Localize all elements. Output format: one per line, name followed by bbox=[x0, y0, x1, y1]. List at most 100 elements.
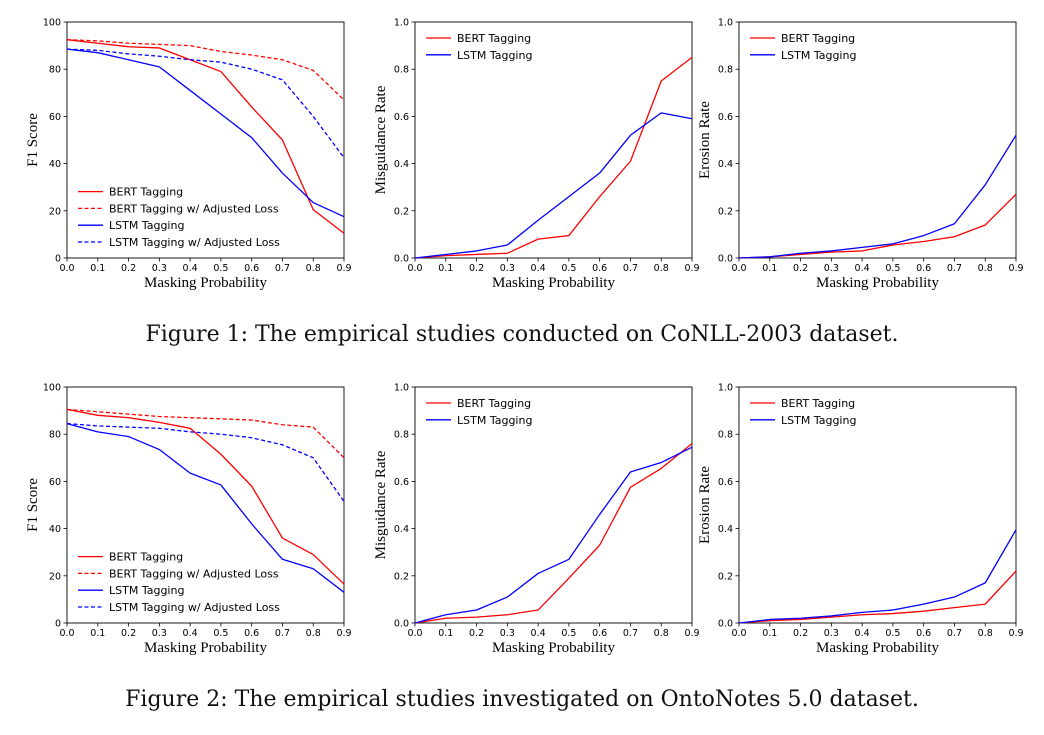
x-tick-label: 0.5 bbox=[561, 263, 576, 274]
y-tick-label: 0.8 bbox=[394, 430, 409, 441]
x-tick-label: 0.2 bbox=[793, 628, 808, 639]
y-tick-label: 0.0 bbox=[718, 254, 733, 265]
x-tick-label: 0.7 bbox=[623, 263, 638, 274]
x-tick-label: 0.6 bbox=[592, 628, 607, 639]
legend-label-bert-tagging: BERT Tagging bbox=[781, 32, 855, 45]
series-line-lstm-tagging bbox=[414, 446, 693, 624]
x-tick-label: 0.6 bbox=[592, 263, 607, 274]
y-tick-label: 80 bbox=[49, 65, 61, 76]
x-tick-label: 0.1 bbox=[90, 263, 105, 274]
y-axis-label: F1 Score bbox=[25, 478, 41, 532]
y-tick-label: 1.0 bbox=[718, 383, 733, 394]
x-tick-label: 0.9 bbox=[684, 263, 699, 274]
y-tick-label: 0.4 bbox=[718, 159, 733, 170]
x-tick-label: 0.8 bbox=[306, 263, 321, 274]
y-tick-label: 0.6 bbox=[394, 477, 409, 488]
y-axis-label: Misguidance Rate bbox=[373, 85, 389, 194]
y-axis-label: Erosion Rate bbox=[697, 101, 713, 179]
x-axis-label: Masking Probability bbox=[144, 275, 267, 291]
y-tick-label: 20 bbox=[49, 571, 61, 582]
chart-erosion-rate-conll: 0.0 0.1 0.2 0.3 0.4 0.5 0.6 0.7 0.8 0.9 0.0 0.2 0.4 0… bbox=[672, 0, 1032, 300]
legend-label-bert-tagging: BERT Tagging bbox=[781, 397, 855, 410]
y-tick-label: 1.0 bbox=[394, 18, 409, 29]
plot-frame bbox=[738, 386, 1017, 624]
figure-caption: Figure 1: The empirical studies conducte… bbox=[145, 322, 899, 347]
chart-svg: 0.0 0.1 0.2 0.3 0.4 0.5 0.6 0.7 0.8 0.9 0.0 0.2 0.4 0… bbox=[697, 383, 1024, 657]
y-tick-label: 40 bbox=[49, 159, 61, 170]
x-tick-label: 0.4 bbox=[183, 263, 198, 274]
x-tick-label: 0.4 bbox=[531, 263, 546, 274]
x-tick-label: 0.7 bbox=[275, 263, 290, 274]
x-tick-label: 0.1 bbox=[762, 628, 777, 639]
plot-frame bbox=[66, 21, 345, 259]
chart-erosion-rate-ontonotes: 0.0 0.1 0.2 0.3 0.4 0.5 0.6 0.7 0.8 0.9 0.0 0.2 0.4 0… bbox=[672, 365, 1032, 665]
y-tick-label: 0.2 bbox=[394, 206, 409, 217]
series-line-bert-tagging bbox=[738, 570, 1017, 624]
x-tick-label: 0.2 bbox=[469, 628, 484, 639]
x-tick-label: 0.3 bbox=[500, 263, 515, 274]
x-tick-label: 0.6 bbox=[244, 628, 259, 639]
x-tick-label: 0.4 bbox=[855, 263, 870, 274]
legend-label-bert-tagging: BERT Tagging bbox=[109, 186, 183, 199]
series-line-lstm-tagging bbox=[738, 134, 1017, 259]
y-tick-label: 0.0 bbox=[718, 619, 733, 630]
y-tick-label: 0.2 bbox=[394, 571, 409, 582]
x-tick-label: 0.8 bbox=[978, 263, 993, 274]
y-tick-label: 60 bbox=[49, 112, 61, 123]
plot-frame bbox=[414, 21, 693, 259]
x-tick-label: 0.3 bbox=[152, 628, 167, 639]
series-line-bert-tagging-w-adjusted-loss bbox=[66, 408, 345, 459]
x-tick-label: 0.3 bbox=[500, 628, 515, 639]
legend-label-lstm-tagging: LSTM Tagging bbox=[109, 219, 184, 232]
x-tick-label: 0.1 bbox=[762, 263, 777, 274]
y-tick-label: 0.2 bbox=[718, 571, 733, 582]
figure-caption: Figure 2: The empirical studies investig… bbox=[125, 687, 919, 712]
x-tick-label: 0.4 bbox=[183, 628, 198, 639]
y-tick-label: 0.4 bbox=[718, 524, 733, 535]
plot-frame bbox=[414, 386, 693, 624]
x-tick-label: 0.9 bbox=[684, 628, 699, 639]
y-tick-label: 0.6 bbox=[718, 477, 733, 488]
y-tick-label: 0.6 bbox=[718, 112, 733, 123]
y-tick-label: 100 bbox=[43, 18, 61, 29]
y-tick-label: 0.4 bbox=[394, 159, 409, 170]
x-tick-label: 0.5 bbox=[213, 628, 228, 639]
chart-svg: 0.0 0.1 0.2 0.3 0.4 0.5 0.6 0.7 0.8 0.9 0.0 0.2 0.4 0… bbox=[373, 18, 700, 292]
chart-misguidance-rate-ontonotes: 0.0 0.1 0.2 0.3 0.4 0.5 0.6 0.7 0.8 0.9 0.0 0.2 0.4 0… bbox=[348, 365, 708, 665]
legend-label-lstm-tagging: LSTM Tagging bbox=[457, 49, 532, 62]
y-tick-label: 0.8 bbox=[718, 430, 733, 441]
x-tick-label: 0.7 bbox=[275, 628, 290, 639]
x-tick-label: 0.6 bbox=[244, 263, 259, 274]
legend-label-lstm-tagging: LSTM Tagging bbox=[781, 49, 856, 62]
chart-misguidance-rate-conll: 0.0 0.1 0.2 0.3 0.4 0.5 0.6 0.7 0.8 0.9 0.0 0.2 0.4 0… bbox=[348, 0, 708, 300]
legend-label-bert-tagging: BERT Tagging bbox=[457, 397, 531, 410]
legend-label-lstm-tagging: LSTM Tagging bbox=[781, 414, 856, 427]
x-tick-label: 0.9 bbox=[1008, 263, 1023, 274]
x-axis-label: Masking Probability bbox=[144, 640, 267, 656]
legend-label-bert-tagging: BERT Tagging bbox=[457, 32, 531, 45]
chart-svg: 0.0 0.1 0.2 0.3 0.4 0.5 0.6 0.7 0.8 0.9 0.0 0.2 0.4 0… bbox=[373, 383, 700, 657]
x-tick-label: 0.8 bbox=[654, 628, 669, 639]
x-tick-label: 0.3 bbox=[824, 628, 839, 639]
y-tick-label: 100 bbox=[43, 383, 61, 394]
y-tick-label: 0.4 bbox=[394, 524, 409, 535]
y-tick-label: 0.0 bbox=[394, 254, 409, 265]
x-tick-label: 0.9 bbox=[336, 263, 351, 274]
figure-1: 0.0 0.1 0.2 0.3 0.4 0.5 0.6 0.7 0.8 0.9 0 20 40 60 80 1… bbox=[0, 0, 1044, 360]
y-axis-label: F1 Score bbox=[25, 113, 41, 167]
series-line-lstm-tagging bbox=[66, 48, 345, 218]
x-tick-label: 0.1 bbox=[438, 263, 453, 274]
x-tick-label: 0.0 bbox=[59, 263, 74, 274]
x-tick-label: 0.9 bbox=[1008, 628, 1023, 639]
x-axis-label: Masking Probability bbox=[492, 275, 615, 291]
chart-svg: 0.0 0.1 0.2 0.3 0.4 0.5 0.6 0.7 0.8 0.9 0 20 40 60 80 1… bbox=[25, 18, 352, 292]
y-tick-label: 1.0 bbox=[394, 383, 409, 394]
series-line-lstm-tagging-w-adjusted-loss bbox=[66, 48, 345, 159]
y-tick-label: 0.8 bbox=[394, 65, 409, 76]
series-line-lstm-tagging bbox=[738, 529, 1017, 624]
chart-f1-score-conll: 0.0 0.1 0.2 0.3 0.4 0.5 0.6 0.7 0.8 0.9 0 20 40 60 80 1… bbox=[0, 0, 360, 300]
x-tick-label: 0.1 bbox=[438, 628, 453, 639]
x-tick-label: 0.6 bbox=[916, 263, 931, 274]
x-tick-label: 0.8 bbox=[654, 263, 669, 274]
